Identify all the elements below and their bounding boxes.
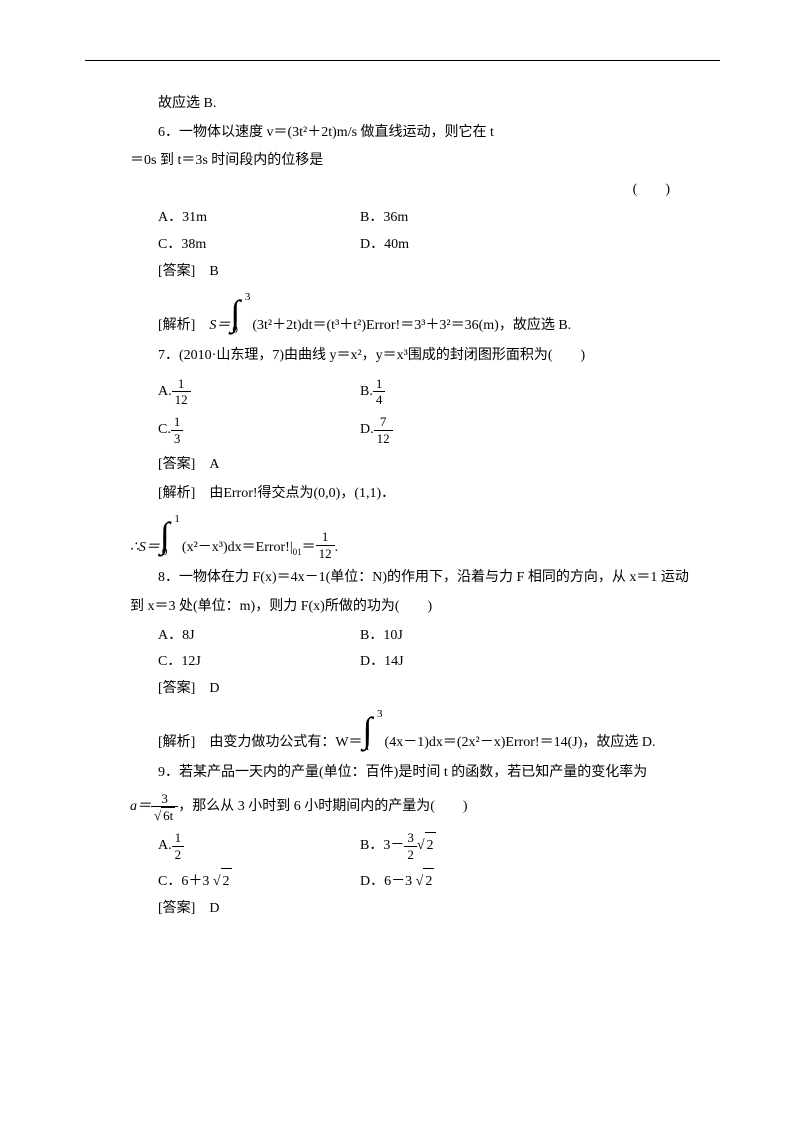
q7-result-frac: 112 xyxy=(316,529,335,561)
q8-choice-a: A．8J xyxy=(130,623,360,650)
q7-choice-b: B. 14 xyxy=(360,376,560,408)
q7-b-label: B. xyxy=(360,379,373,406)
document-page: 故应选 B. 6．一物体以速度 v＝(3t²＋2t)m/s 做直线运动，则它在 … xyxy=(0,0,800,1004)
q7-analysis2-pre: ∴S＝ xyxy=(130,535,160,562)
q9-a-pre: a＝ xyxy=(130,794,151,821)
q7-a-label: A. xyxy=(158,379,172,406)
q8-analysis-post: (4x－1)dx＝(2x²－x)Error!＝14(J)，故应选 D. xyxy=(385,730,656,757)
q7-choices-row2: C. 13 D. 712 xyxy=(130,414,710,446)
q8-analysis-label: [解析] 由变力做功公式有：W＝ xyxy=(158,730,363,757)
q8-stem2: 到 x＝3 处(单位：m)，则力 F(x)所做的功为( ) xyxy=(130,594,710,621)
q6-analysis: [解析] S＝ 3 ∫ 0 (3t²＋2t)dt＝(t³＋t²)Error!＝3… xyxy=(130,289,710,339)
q7-int-upper: 1 xyxy=(174,509,180,530)
q9-choice-a: A. 12 xyxy=(130,830,360,862)
sqrt-icon: 6t xyxy=(154,807,175,824)
q9-a-label: A. xyxy=(158,833,172,860)
q6-choice-d: D．40m xyxy=(360,232,560,259)
q9-stem2-row: a＝ 3 6t ，那么从 3 小时到 6 小时期间内的产量为( ) xyxy=(130,791,710,824)
sqrt-icon: 2 xyxy=(417,832,436,860)
q9-b-label: B．3－ xyxy=(360,833,404,860)
q9-choices-row2: C．6＋3 2 D．6－3 2 xyxy=(130,868,710,896)
q8-choices-row1: A．8J B．10J xyxy=(130,623,710,650)
q7-choice-a: A. 112 xyxy=(130,376,360,408)
q9-choice-d: D．6－3 2 xyxy=(360,868,560,896)
q8-choices-row2: C．12J D．14J xyxy=(130,649,710,676)
q9-a-frac: 3 6t xyxy=(151,791,178,824)
q8-choice-b: B．10J xyxy=(360,623,560,650)
q7-c-label: C. xyxy=(158,417,171,444)
q7-d-label: D. xyxy=(360,417,374,444)
q6-paren: ( ) xyxy=(130,177,710,204)
q6-choice-a: A．31m xyxy=(130,205,360,232)
integral-icon: 1 ∫ 0 xyxy=(160,511,182,561)
q7-stem: 7．(2010·山东理，7)由曲线 y＝x²，y＝x³围成的封闭图形面积为( ) xyxy=(130,343,710,370)
q6-int-lower: 0 xyxy=(232,320,238,341)
q7-choice-c: C. 13 xyxy=(130,414,360,446)
q7-choices-row1: A. 112 B. 14 xyxy=(130,376,710,408)
q6-choices-row1: A．31m B．36m xyxy=(130,205,710,232)
q6-analysis-label: [解析] xyxy=(158,313,209,340)
q8-analysis: [解析] 由变力做功公式有：W＝ 3 ∫ 1 (4x－1)dx＝(2x²－x)E… xyxy=(130,706,710,756)
integral-icon: 3 ∫ 1 xyxy=(363,706,385,756)
sqrt-icon: 2 xyxy=(416,868,435,896)
q8-answer: [答案] D xyxy=(130,676,710,703)
conclusion-text: 故应选 B. xyxy=(130,91,710,118)
q6-analysis-post: (3t²＋2t)dt＝(t³＋t²)Error!＝3³＋3²＝36(m)，故应选… xyxy=(252,313,571,340)
q6-choices-row2: C．38m D．40m xyxy=(130,232,710,259)
q7-analysis2: ∴S＝ 1 ∫ 0 (x²－x³)dx＝Error!| 01 ＝ 112 . xyxy=(130,511,710,561)
q7-b-frac: 14 xyxy=(373,376,386,408)
q8-int-lower: 1 xyxy=(365,737,371,758)
horizontal-rule xyxy=(85,60,720,61)
q6-choice-b: B．36m xyxy=(360,205,560,232)
q9-choice-c: C．6＋3 2 xyxy=(130,868,360,896)
q6-answer: [答案] B xyxy=(130,259,710,286)
q9-choices-row1: A. 12 B．3－ 32 2 xyxy=(130,830,710,862)
q7-a-frac: 112 xyxy=(172,376,191,408)
q6-choice-c: C．38m xyxy=(130,232,360,259)
q6-stem-line2: ＝0s 到 t＝3s 时间段内的位移是 xyxy=(130,148,710,175)
q7-answer: [答案] A xyxy=(130,452,710,479)
q9-stem2: ，那么从 3 小时到 6 小时期间内的产量为( ) xyxy=(178,794,467,821)
q8-choice-c: C．12J xyxy=(130,649,360,676)
q6-stem-line1: 6．一物体以速度 v＝(3t²＋2t)m/s 做直线运动，则它在 t xyxy=(130,120,710,147)
q9-c-label: C．6＋3 xyxy=(158,874,209,889)
q9-answer: [答案] D xyxy=(130,896,710,923)
q6-int-upper: 3 xyxy=(245,287,251,308)
q8-choice-d: D．14J xyxy=(360,649,560,676)
q9-d-label: D．6－3 xyxy=(360,874,412,889)
q7-choice-d: D. 712 xyxy=(360,414,560,446)
q9-a-choice-frac: 12 xyxy=(172,830,185,862)
q7-analysis2-mid: (x²－x³)dx＝Error!| xyxy=(182,535,293,562)
q9-stem1: 9．若某产品一天内的产量(单位：百件)是时间 t 的函数，若已知产量的变化率为 xyxy=(130,760,710,787)
q8-int-upper: 3 xyxy=(377,704,383,725)
integral-icon: 3 ∫ 0 xyxy=(230,289,252,339)
q9-b-frac: 32 xyxy=(404,830,417,862)
q7-eq: ＝ xyxy=(302,535,316,562)
q7-int-lower: 0 xyxy=(162,542,168,563)
q8-stem1: 8．一物体在力 F(x)＝4x－1(单位：N)的作用下，沿着与力 F 相同的方向… xyxy=(130,565,710,592)
q7-d-frac: 712 xyxy=(374,414,393,446)
q7-analysis1: [解析] 由Error!得交点为(0,0)，(1,1)． xyxy=(130,481,710,508)
sqrt-icon: 2 xyxy=(213,868,232,896)
q7-result-post: . xyxy=(335,535,339,562)
q6-analysis-pre: S＝ xyxy=(209,313,230,340)
q7-c-frac: 13 xyxy=(171,414,184,446)
q9-choice-b: B．3－ 32 2 xyxy=(360,830,560,862)
